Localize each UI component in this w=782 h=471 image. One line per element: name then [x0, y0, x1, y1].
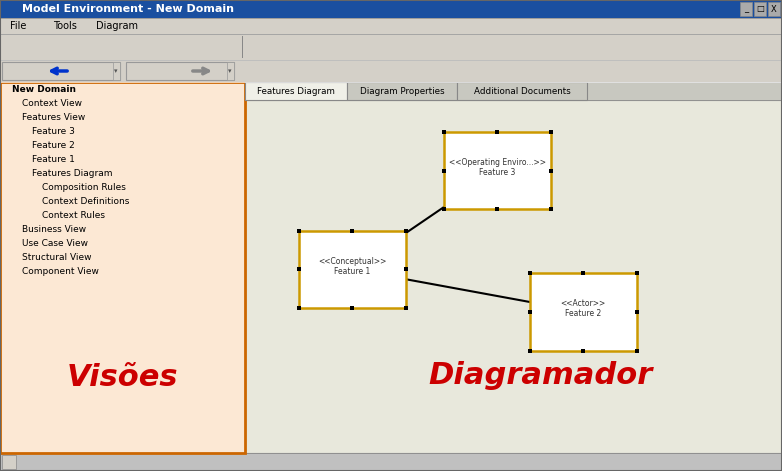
Bar [299, 231, 406, 309]
Bar [100, 40, 114, 54]
Text: ▾: ▾ [114, 68, 118, 74]
Text: Visões: Visões [66, 364, 178, 392]
Text: Feature 1: Feature 1 [32, 155, 75, 164]
Text: New Domain: New Domain [12, 86, 76, 95]
Bar [549, 130, 553, 134]
Bar [245, 82, 782, 100]
Bar [296, 228, 301, 233]
Text: X: X [771, 5, 777, 14]
Text: Component View: Component View [22, 268, 99, 276]
Bar [126, 62, 234, 80]
Bar [528, 349, 532, 353]
Bar [768, 2, 780, 16]
Bar [442, 169, 446, 172]
Text: Business View: Business View [22, 226, 86, 235]
Bar [350, 228, 354, 233]
Text: Additional Documents: Additional Documents [474, 87, 570, 96]
Text: Model Environment - New Domain: Model Environment - New Domain [22, 4, 234, 14]
Text: <<Operating Enviro...>>
Feature 3: <<Operating Enviro...>> Feature 3 [449, 158, 546, 177]
Bar [529, 273, 637, 350]
Bar [754, 2, 766, 16]
Bar [0, 60, 782, 82]
Bar [212, 40, 226, 54]
Bar [0, 82, 245, 453]
Bar [581, 349, 585, 353]
Bar [36, 40, 50, 54]
Bar [0, 34, 782, 60]
Bar [4, 40, 18, 54]
Text: Tools: Tools [53, 21, 77, 31]
Bar [457, 82, 587, 100]
Text: <<Conceptual>>
Feature 1: <<Conceptual>> Feature 1 [318, 257, 386, 276]
Bar [443, 132, 551, 210]
Text: Features Diagram: Features Diagram [32, 170, 113, 179]
Bar [528, 271, 532, 275]
Bar [180, 40, 194, 54]
Bar [52, 40, 66, 54]
Bar [116, 40, 130, 54]
Bar [635, 271, 639, 275]
Bar [0, 0, 782, 18]
Bar [148, 40, 162, 54]
Bar [581, 271, 585, 275]
Bar [495, 130, 500, 134]
Text: Diagram Properties: Diagram Properties [360, 87, 444, 96]
Bar [113, 62, 120, 80]
Bar [350, 306, 354, 310]
Bar [296, 306, 301, 310]
Bar [404, 228, 408, 233]
Text: Features View: Features View [22, 114, 85, 122]
Text: Structural View: Structural View [22, 253, 91, 262]
Text: Context View: Context View [22, 99, 82, 108]
Bar [635, 310, 639, 314]
Bar [245, 82, 347, 100]
Bar [347, 82, 457, 100]
Bar [228, 40, 242, 54]
Bar [442, 207, 446, 211]
Bar [549, 207, 553, 211]
Text: Features Diagram: Features Diagram [257, 87, 335, 96]
Bar [84, 40, 98, 54]
Text: Diagramador: Diagramador [429, 361, 652, 390]
Text: Feature 2: Feature 2 [32, 141, 75, 151]
Bar [68, 40, 82, 54]
Text: _: _ [744, 5, 748, 14]
Bar [0, 18, 782, 34]
Bar [132, 40, 146, 54]
Bar [196, 40, 210, 54]
Bar [0, 453, 782, 471]
Text: Use Case View: Use Case View [22, 239, 88, 249]
Bar [404, 268, 408, 271]
Bar [549, 169, 553, 172]
Bar [442, 130, 446, 134]
Text: File: File [10, 21, 27, 31]
Bar [242, 36, 243, 58]
Bar [227, 62, 234, 80]
Text: <<Actor>>
Feature 2: <<Actor>> Feature 2 [561, 299, 606, 318]
Bar [528, 310, 532, 314]
Bar [164, 40, 178, 54]
Bar [2, 62, 120, 80]
Bar [20, 40, 34, 54]
Bar [2, 455, 16, 469]
Text: Composition Rules: Composition Rules [42, 184, 126, 193]
Text: Feature 3: Feature 3 [32, 128, 75, 137]
Text: ▾: ▾ [228, 68, 231, 74]
Text: Diagram: Diagram [96, 21, 138, 31]
Bar [740, 2, 752, 16]
Text: Context Rules: Context Rules [42, 211, 105, 220]
Bar [296, 268, 301, 271]
Text: Context Definitions: Context Definitions [42, 197, 129, 206]
Text: □: □ [756, 5, 764, 14]
Bar [404, 306, 408, 310]
Bar [495, 207, 500, 211]
Bar [245, 100, 782, 453]
Bar [635, 349, 639, 353]
